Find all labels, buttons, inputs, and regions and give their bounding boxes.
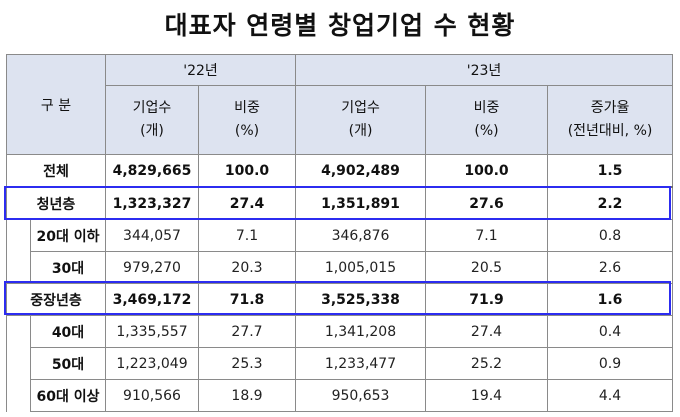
share-2022: 27.4 bbox=[197, 186, 297, 220]
row-label: 전체 bbox=[6, 154, 106, 188]
share-2023: 7.1 bbox=[425, 219, 549, 252]
count-2023: 1,005,015 bbox=[295, 251, 427, 284]
row-label: 중장년층 bbox=[6, 283, 106, 316]
share-2022: 18.9 bbox=[197, 379, 297, 412]
count-2022: 4,829,665 bbox=[105, 154, 199, 188]
page-title: 대표자 연령별 창업기업 수 현황 bbox=[164, 11, 516, 40]
startup-stats-table: 구 분 '22년 '23년 기업수 (개) 비중 (%) 기업수 (개) 비중 (%) … bbox=[6, 54, 674, 412]
growth-rate: 0.9 bbox=[547, 347, 674, 380]
table-row-50s: 50대 1,223,049 25.3 1,233,477 25.2 0.9 bbox=[7, 347, 674, 380]
row-label: 50대 bbox=[30, 347, 106, 380]
share-2023: 71.9 bbox=[425, 283, 549, 316]
row-label: 40대 bbox=[30, 315, 106, 348]
header-share-2023: 비중 (%) bbox=[425, 85, 549, 155]
header-share-2022: 비중 (%) bbox=[197, 85, 297, 155]
share-2023: 27.4 bbox=[425, 315, 549, 348]
count-2022: 1,335,557 bbox=[105, 315, 199, 348]
count-2023: 346,876 bbox=[295, 219, 427, 252]
table-row-60s: 60대 이상 910,566 18.9 950,653 19.4 4.4 bbox=[7, 379, 674, 412]
share-2022: 27.7 bbox=[197, 315, 297, 348]
table-row-20s: 20대 이하 344,057 7.1 346,876 7.1 0.8 bbox=[6, 219, 674, 284]
indent-cell bbox=[6, 219, 31, 284]
count-2022: 3,469,172 bbox=[105, 283, 199, 316]
row-label: 30대 bbox=[30, 251, 106, 284]
header-year-2022: '22년 bbox=[104, 54, 297, 86]
table-row-total: 전체 4,829,665 100.0 4,902,489 100.0 1.5 bbox=[6, 154, 674, 188]
header-growth: 증가율 (전년대비, %) bbox=[547, 85, 674, 155]
count-2023: 3,525,338 bbox=[295, 283, 427, 316]
header-year-2023: '23년 bbox=[295, 54, 674, 86]
growth-rate: 0.8 bbox=[547, 219, 674, 252]
row-label: 60대 이상 bbox=[30, 379, 106, 412]
share-2023: 19.4 bbox=[425, 379, 549, 412]
growth-rate: 2.6 bbox=[547, 251, 674, 284]
count-2022: 1,323,327 bbox=[105, 186, 199, 220]
share-2022: 25.3 bbox=[197, 347, 297, 380]
count-2023: 4,902,489 bbox=[295, 154, 427, 188]
row-label: 청년층 bbox=[6, 186, 106, 220]
growth-rate: 0.4 bbox=[547, 315, 674, 348]
share-2023: 20.5 bbox=[425, 251, 549, 284]
count-2022: 910,566 bbox=[105, 379, 199, 412]
share-2022: 71.8 bbox=[197, 283, 297, 316]
growth-rate: 2.2 bbox=[547, 186, 674, 220]
count-2023: 1,341,208 bbox=[295, 315, 427, 348]
growth-rate: 1.5 bbox=[547, 154, 674, 188]
count-2022: 979,270 bbox=[105, 251, 199, 284]
count-2023: 1,233,477 bbox=[295, 347, 427, 380]
count-2022: 1,223,049 bbox=[105, 347, 199, 380]
table-row-youth: 청년층 1,323,327 27.4 1,351,891 27.6 2.2 bbox=[6, 186, 674, 220]
table-row-middle-aged: 중장년층 3,469,172 71.8 3,525,338 71.9 1.6 bbox=[6, 283, 674, 316]
count-2023: 1,351,891 bbox=[295, 186, 427, 220]
row-label: 20대 이하 bbox=[30, 219, 106, 252]
growth-rate: 1.6 bbox=[547, 283, 674, 316]
header-category: 구 분 bbox=[6, 54, 106, 155]
count-2023: 950,653 bbox=[295, 379, 427, 412]
share-2023: 25.2 bbox=[425, 347, 549, 380]
growth-rate: 4.4 bbox=[547, 379, 674, 412]
table-row-30s: 30대 979,270 20.3 1,005,015 20.5 2.6 bbox=[7, 251, 674, 284]
count-2022: 344,057 bbox=[105, 219, 199, 252]
header-count-2022: 기업수 (개) bbox=[105, 85, 199, 155]
header-count-2023: 기업수 (개) bbox=[295, 85, 427, 155]
share-2023: 27.6 bbox=[425, 186, 549, 220]
share-2023: 100.0 bbox=[425, 154, 549, 188]
share-2022: 20.3 bbox=[197, 251, 297, 284]
share-2022: 100.0 bbox=[197, 154, 297, 188]
table-row-40s: 40대 1,335,557 27.7 1,341,208 27.4 0.4 bbox=[6, 315, 674, 412]
indent-cell bbox=[6, 315, 31, 412]
share-2022: 7.1 bbox=[197, 219, 297, 252]
